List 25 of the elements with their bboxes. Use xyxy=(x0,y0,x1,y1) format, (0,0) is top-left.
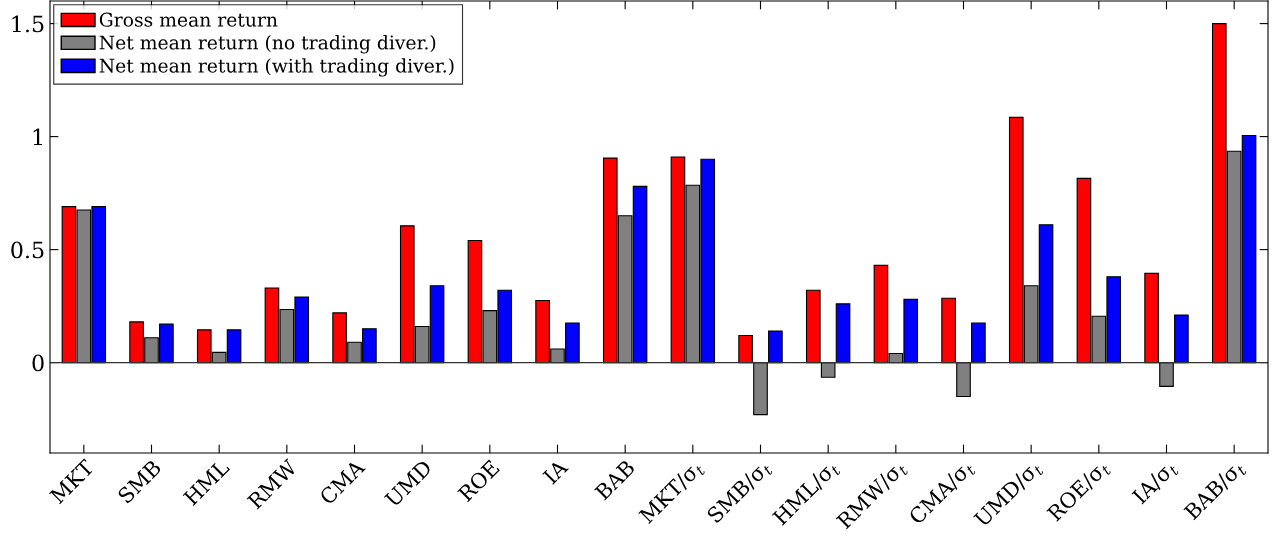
x-tick-label: IA/σ$_{t}$ xyxy=(1131,458,1180,507)
bar xyxy=(835,303,851,364)
y-tick-label: 0 xyxy=(32,354,44,372)
x-tick-label: ROE/σ$_{t}$ xyxy=(1046,458,1112,525)
bar xyxy=(956,362,971,398)
y-tick-label: 1 xyxy=(33,128,42,146)
legend-label: Gross mean return xyxy=(99,12,278,27)
bar xyxy=(820,362,836,378)
y-tick-label: 1.5 xyxy=(12,15,44,33)
x-tick-label: UMD/σ$_{t}$ xyxy=(973,458,1045,530)
bar xyxy=(738,334,753,364)
legend-label: Net mean return (with trading diver.) xyxy=(99,58,454,77)
bar xyxy=(768,330,783,364)
x-tick-label: BAB/σ$_{t}$ xyxy=(1183,458,1248,523)
bar xyxy=(1174,314,1189,364)
legend-label: Net mean return (no trading diver.) xyxy=(99,35,436,54)
bar xyxy=(1159,362,1174,387)
bar xyxy=(805,289,821,364)
bar xyxy=(753,362,768,416)
bar xyxy=(1144,272,1159,364)
bar xyxy=(941,297,956,364)
x-tick-label: MKT/σ$_{t}$ xyxy=(638,458,706,527)
y-tick-label: 0.5 xyxy=(11,241,44,259)
x-tick-label: IA xyxy=(542,458,569,485)
bar xyxy=(971,322,986,364)
